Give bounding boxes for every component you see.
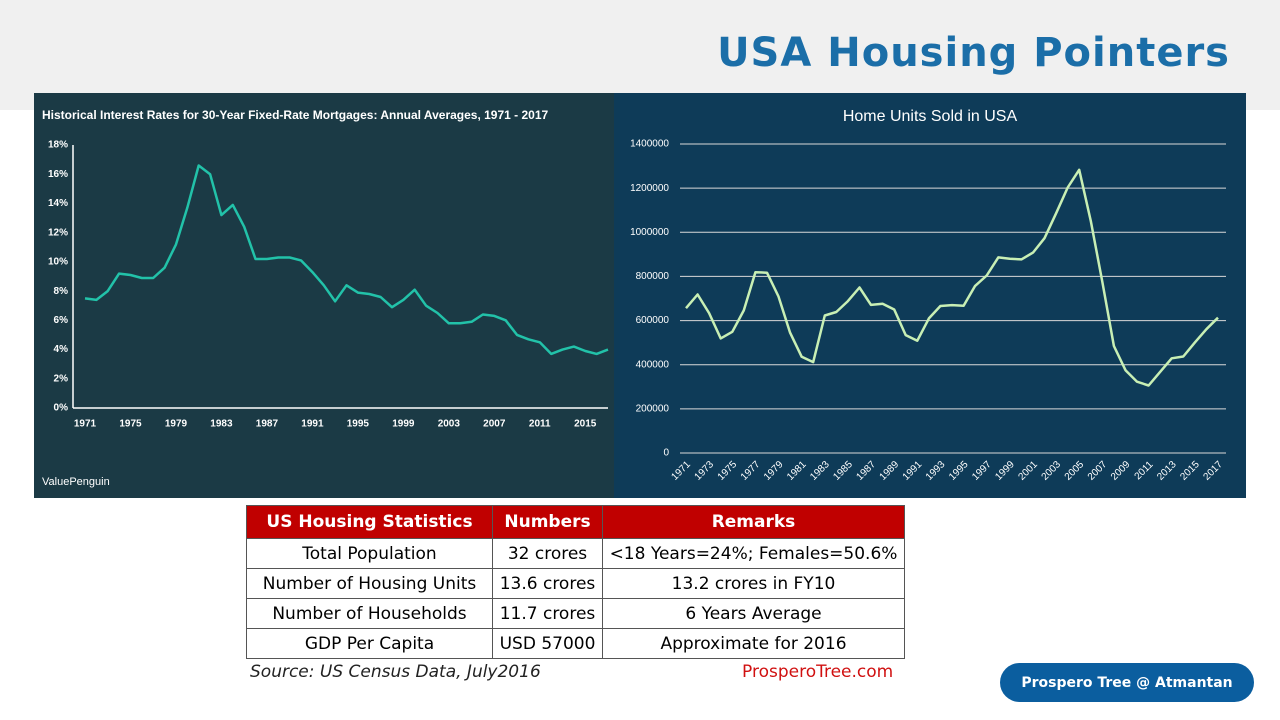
y-tick-label: 4% (54, 344, 69, 355)
y-tick-label: 200000 (636, 403, 670, 414)
x-tick-label: 2011 (529, 419, 551, 430)
chart-background (614, 93, 1246, 498)
table-cell: USD 57000 (492, 628, 603, 659)
table-cell: <18 Years=24%; Females=50.6% (602, 538, 905, 569)
site-name: ProsperoTree.com (742, 662, 894, 682)
table-cell: 32 crores (492, 538, 603, 569)
y-tick-label: 10% (48, 257, 68, 268)
x-tick-label: 1979 (165, 419, 188, 430)
chart: Home Units Sold in USA 0 200000 400000 60000… (614, 93, 1246, 498)
table-cell: Approximate for 2016 (602, 628, 905, 659)
table-cell: Number of Housing Units (246, 568, 493, 599)
brand-button[interactable]: Prospero Tree @ Atmantan (1000, 663, 1254, 702)
x-tick-label: 2007 (483, 419, 506, 430)
y-tick-label: 1400000 (630, 139, 669, 150)
x-tick-label: 1995 (347, 419, 370, 430)
y-tick-label: 14% (48, 198, 68, 209)
table-cell: 11.7 crores (492, 598, 603, 629)
chart-title: Historical Interest Rates for 30-Year Fi… (42, 108, 549, 122)
y-tick-label: 18% (48, 140, 68, 151)
chart-background (34, 93, 614, 498)
table-cell: 13.2 crores in FY10 (602, 568, 905, 599)
y-tick-label: 0 (663, 448, 669, 459)
x-tick-label: 2003 (438, 419, 461, 430)
chart: Historical Interest Rates for 30-Year Fi… (34, 93, 614, 498)
x-tick-label: 1991 (301, 419, 324, 430)
y-tick-label: 1200000 (630, 183, 669, 194)
y-tick-label: 0% (54, 403, 69, 414)
y-tick-label: 16% (48, 169, 68, 180)
y-tick-label: 400000 (636, 359, 670, 370)
table-row: Total Population 32 crores <18 Years=24%; … (246, 538, 905, 569)
chart-title: Home Units Sold in USA (843, 108, 1018, 125)
table-cell: 13.6 crores (492, 568, 603, 599)
header-band (0, 0, 1280, 110)
header-cell: US Housing Statistics (246, 505, 493, 539)
table-cell: GDP Per Capita (246, 628, 493, 659)
y-tick-label: 6% (54, 315, 69, 326)
data-line (84, 164, 609, 356)
x-tick-label: 1971 (74, 419, 97, 430)
table-row: Number of Housing Units 13.6 crores 13.2 c… (246, 568, 905, 599)
y-tick-label: 800000 (636, 271, 670, 282)
chart-source: ValuePenguin (42, 476, 110, 488)
x-tick-label: 2015 (574, 419, 597, 430)
y-tick-label: 12% (48, 227, 68, 238)
x-tick-label: 1975 (119, 419, 142, 430)
y-tick-label: 600000 (636, 315, 670, 326)
x-tick-label: 1987 (256, 419, 279, 430)
header-cell: Numbers (492, 505, 603, 539)
y-tick-label: 2% (54, 373, 69, 384)
y-tick-label: 1000000 (630, 227, 669, 238)
header-cell: Remarks (602, 505, 905, 539)
header-row: US Housing Statistics Numbers Remarks (246, 505, 905, 539)
x-tick-label: 1983 (210, 419, 233, 430)
table-row: GDP Per Capita USD 57000 Approximate for 2… (246, 628, 905, 659)
slide-title: USA Housing Pointers (717, 30, 1230, 76)
table-cell: Total Population (246, 538, 493, 569)
stats-table: US Housing Statistics Numbers Remarks Total… (246, 505, 905, 659)
data-line (685, 168, 1219, 387)
table-row: Number of Households 11.7 crores 6 Years A… (246, 598, 905, 629)
table-cell: Number of Households (246, 598, 493, 629)
x-tick-label: 1999 (392, 419, 415, 430)
table-cell: 6 Years Average (602, 598, 905, 629)
source-note: Source: US Census Data, July2016 (250, 662, 541, 682)
y-tick-label: 8% (54, 286, 69, 297)
